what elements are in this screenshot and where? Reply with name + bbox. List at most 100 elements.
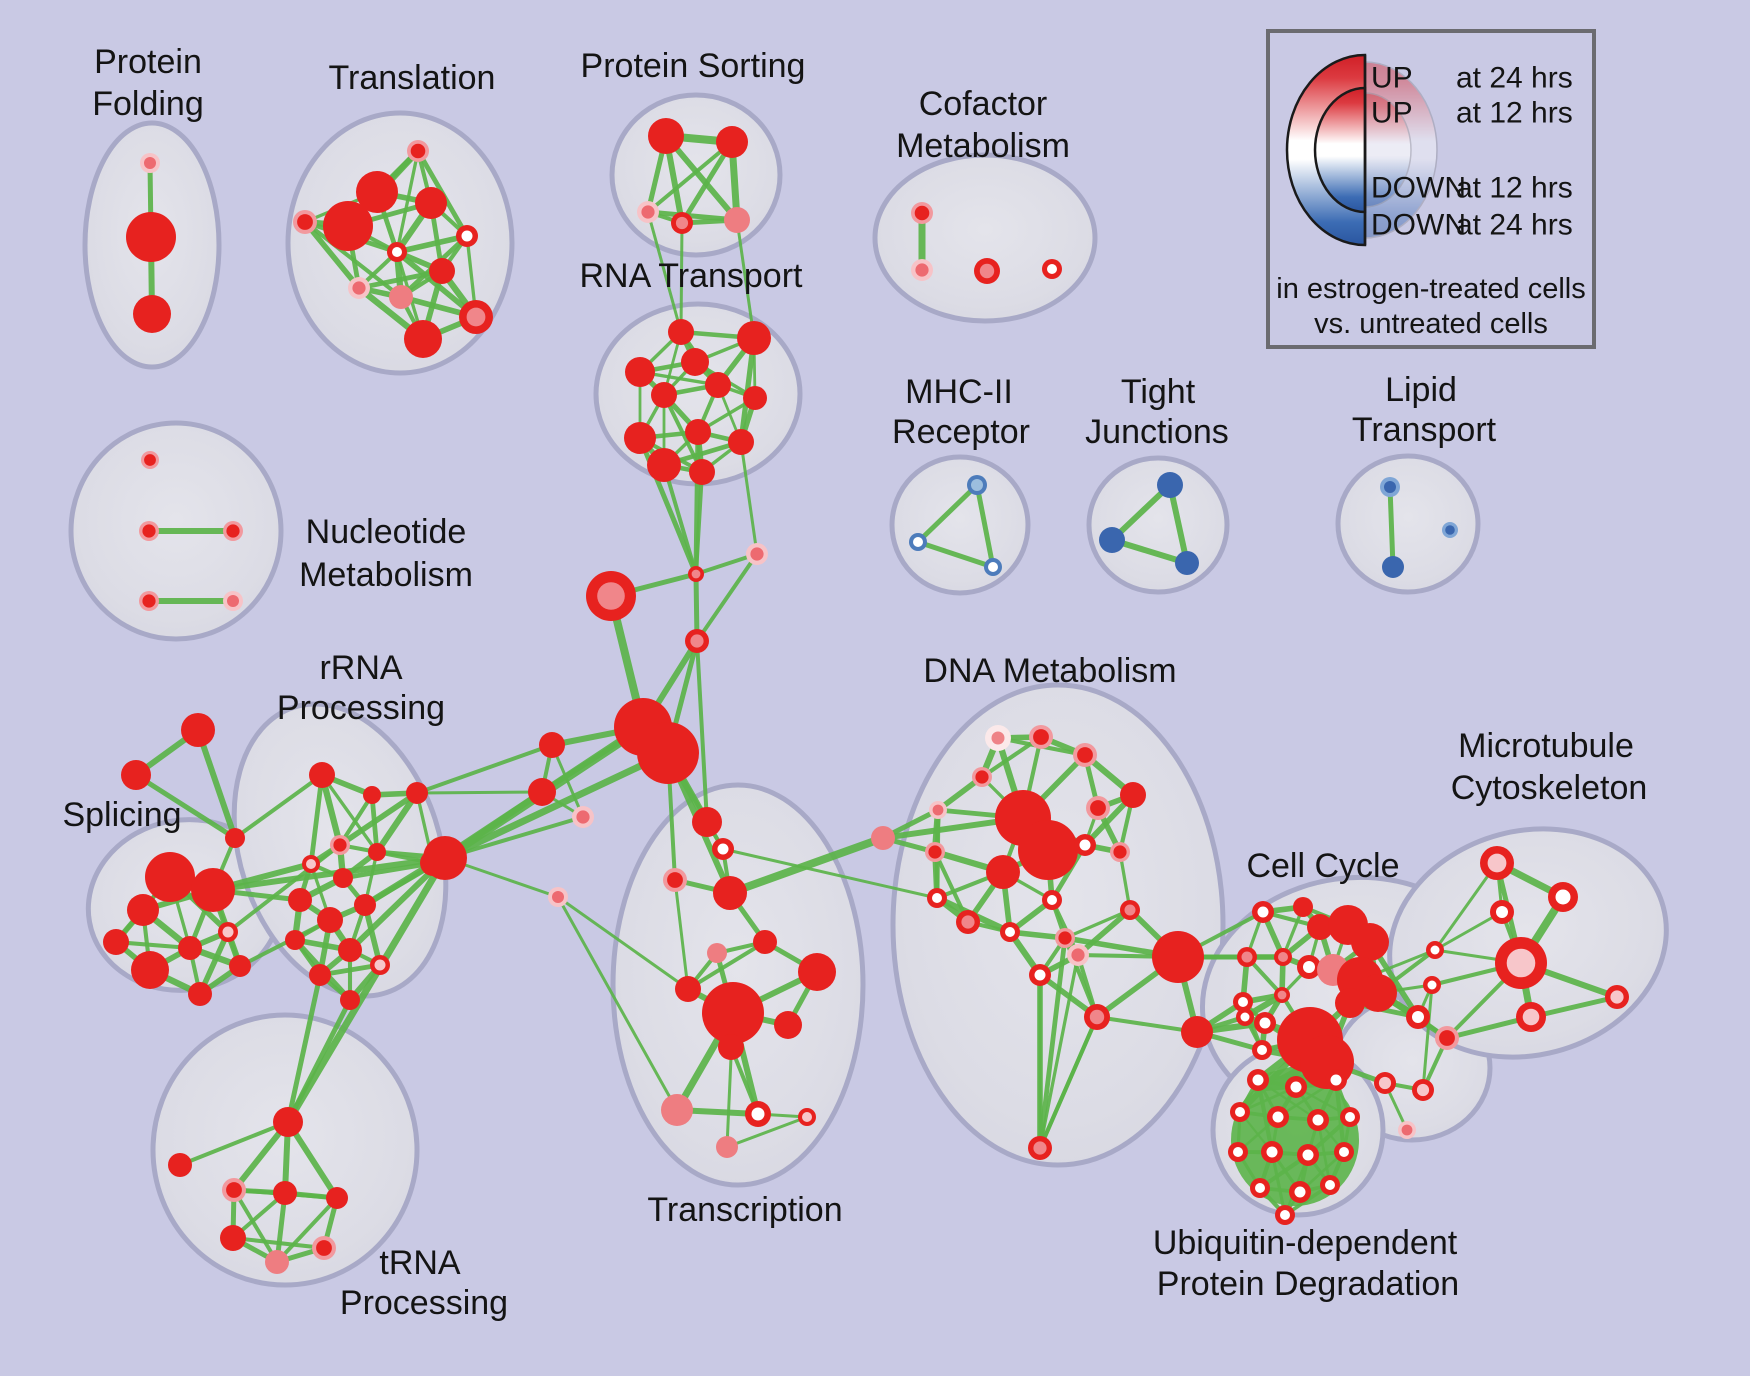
node-pn0-center [1439, 1030, 1455, 1046]
edge [373, 789, 421, 856]
node-tc13-center [802, 1112, 812, 1122]
node-ch3-center [690, 634, 704, 648]
node-ps3-center [675, 216, 689, 230]
node-st0 [181, 713, 215, 747]
node-rr5 [368, 843, 386, 861]
edge [1167, 482, 1190, 566]
node-rr1 [363, 786, 381, 804]
node-cf3-center [1047, 264, 1057, 274]
node-ps2-center [641, 205, 655, 219]
edge [284, 854, 449, 1126]
edge [415, 743, 554, 795]
edge [662, 463, 698, 576]
node-ub11-center [1255, 1183, 1265, 1193]
node-dn7-center [928, 845, 942, 859]
legend-row-time: at 24 hrs [1456, 209, 1573, 242]
edge [1095, 1015, 1199, 1034]
edge [232, 1188, 279, 1264]
edge [133, 772, 238, 841]
cluster-label-lp: Lipid [1385, 371, 1457, 409]
cluster-label-ub: Protein Degradation [1157, 1265, 1459, 1303]
node-tc4 [753, 930, 777, 954]
edge [646, 210, 683, 334]
node-cc13-center [1259, 1017, 1271, 1029]
node-ub3-center [1235, 1107, 1245, 1117]
node-nu0-center [144, 454, 156, 466]
edge [210, 855, 448, 893]
cluster-label-rr: Processing [277, 689, 445, 727]
cluster-label-pf: Folding [92, 85, 204, 123]
node-tn2-center [226, 1182, 242, 1198]
node-tr3 [323, 201, 373, 251]
node-ub9-center [1302, 1149, 1314, 1161]
node-mt4-center [1522, 1008, 1540, 1026]
node-ps1 [716, 126, 748, 158]
node-pf1 [126, 212, 176, 262]
node-dn20-center [1089, 1009, 1105, 1025]
node-cc5-center [1241, 951, 1253, 963]
legend-row-direction: UP [1371, 62, 1413, 95]
node-tr2 [415, 187, 447, 219]
node-tr0-center [410, 143, 426, 159]
node-mt5-center [1610, 990, 1624, 1004]
cluster-label-mt: Cytoskeleton [1451, 769, 1648, 807]
edge [233, 773, 324, 840]
node-dn0-center [991, 731, 1005, 745]
node-nu2-center [226, 524, 240, 538]
node-ub12-center [1294, 1186, 1306, 1198]
node-cf2-center [979, 263, 995, 279]
edge [726, 834, 887, 897]
edge [915, 539, 996, 570]
cluster-tj-ellipse [1086, 455, 1230, 595]
node-rn9 [728, 429, 754, 455]
node-tn1 [168, 1153, 192, 1177]
node-cc19-center [1257, 1045, 1267, 1055]
node-tr6 [429, 258, 455, 284]
cluster-cf-ellipse [872, 152, 1098, 324]
node-sp5 [178, 936, 202, 960]
node-ch1-center [750, 547, 764, 561]
node-rn8 [685, 419, 711, 445]
node-rr4-center [306, 859, 316, 869]
node-tc9 [774, 1011, 802, 1039]
node-cc2 [1307, 914, 1333, 940]
node-dn23-center [1033, 1141, 1047, 1155]
edge [695, 639, 709, 824]
node-pn3-center [1401, 1124, 1413, 1136]
node-rr6 [333, 868, 353, 888]
node-ub4-center [1272, 1111, 1284, 1123]
node-tc14 [716, 1136, 738, 1158]
edge [974, 482, 996, 570]
node-dn3-center [975, 770, 989, 784]
node-nu1-center [142, 524, 156, 538]
node-ub14-center [1280, 1210, 1290, 1220]
edge [695, 552, 759, 643]
node-hb2 [528, 778, 556, 806]
node-dn4-center [932, 804, 944, 816]
cluster-label-ub: Ubiquitin-dependent [1153, 1224, 1458, 1262]
edge [178, 1120, 290, 1167]
nodes [103, 118, 1629, 1274]
node-cf1-center [915, 263, 929, 277]
node-rn3 [681, 348, 709, 376]
node-ub6-center [1345, 1112, 1355, 1122]
node-rn10 [647, 448, 681, 482]
edge [1063, 908, 1132, 940]
node-cc11-center [1238, 997, 1248, 1007]
node-tc11 [661, 1094, 693, 1126]
node-mt3-center [1506, 948, 1536, 978]
cluster-label-tn: Processing [340, 1284, 508, 1322]
node-cc10 [1359, 974, 1397, 1012]
edge [673, 878, 690, 991]
cluster-labels: Protein Folding Translation Protein Sorting… [62, 43, 1647, 1322]
edge [1075, 907, 1133, 958]
node-dn17-center [1058, 931, 1072, 945]
node-rr3-center [333, 838, 347, 852]
node-dn10 [986, 855, 1020, 889]
node-tc1-center [717, 843, 729, 855]
node-ub7-center [1233, 1147, 1243, 1157]
node-dn16-center [1005, 927, 1015, 937]
node-rr8 [288, 888, 312, 912]
node-dn18-center [1071, 948, 1085, 962]
node-ub8-center [1266, 1146, 1278, 1158]
